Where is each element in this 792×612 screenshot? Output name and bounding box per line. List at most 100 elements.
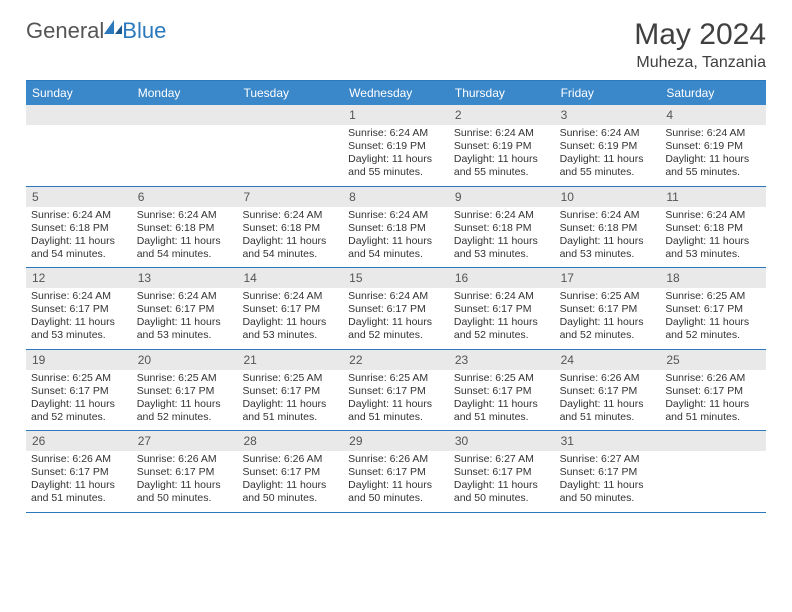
day-detail: Sunrise: 6:26 AMSunset: 6:17 PMDaylight:… [26, 451, 132, 512]
detail-line: Sunrise: 6:26 AM [242, 453, 338, 466]
detail-line: and 51 minutes. [454, 411, 550, 424]
detail-line: and 53 minutes. [242, 329, 338, 342]
day-number: 20 [132, 350, 238, 370]
detail-line: Sunset: 6:17 PM [31, 303, 127, 316]
detail-line: Daylight: 11 hours [348, 316, 444, 329]
detail-line: Daylight: 11 hours [348, 235, 444, 248]
day-number: 2 [449, 105, 555, 125]
detail-line: Sunset: 6:17 PM [348, 385, 444, 398]
day-detail: Sunrise: 6:26 AMSunset: 6:17 PMDaylight:… [660, 370, 766, 431]
day-number: 7 [237, 187, 343, 207]
day-detail [660, 451, 766, 512]
day-detail: Sunrise: 6:24 AMSunset: 6:18 PMDaylight:… [343, 207, 449, 268]
day-number: 17 [555, 268, 661, 288]
daynum-row: 12131415161718 [26, 268, 766, 288]
detail-line: Daylight: 11 hours [560, 235, 656, 248]
day-detail: Sunrise: 6:25 AMSunset: 6:17 PMDaylight:… [132, 370, 238, 431]
detail-line: and 52 minutes. [665, 329, 761, 342]
detail-line: Sunset: 6:17 PM [137, 385, 233, 398]
day-number: 25 [660, 350, 766, 370]
detail-line: Sunset: 6:19 PM [348, 140, 444, 153]
brand-logo: General Blue [26, 18, 166, 44]
detail-line: Sunrise: 6:24 AM [454, 127, 550, 140]
day-detail: Sunrise: 6:24 AMSunset: 6:17 PMDaylight:… [26, 288, 132, 349]
calendar-week: 567891011Sunrise: 6:24 AMSunset: 6:18 PM… [26, 187, 766, 269]
detail-line: Daylight: 11 hours [665, 235, 761, 248]
day-detail: Sunrise: 6:24 AMSunset: 6:18 PMDaylight:… [26, 207, 132, 268]
day-detail: Sunrise: 6:24 AMSunset: 6:19 PMDaylight:… [343, 125, 449, 186]
detail-line: and 51 minutes. [348, 411, 444, 424]
detail-line: Sunrise: 6:24 AM [31, 290, 127, 303]
detail-row: Sunrise: 6:25 AMSunset: 6:17 PMDaylight:… [26, 370, 766, 431]
day-detail: Sunrise: 6:24 AMSunset: 6:18 PMDaylight:… [132, 207, 238, 268]
detail-line: Sunrise: 6:25 AM [665, 290, 761, 303]
day-detail: Sunrise: 6:26 AMSunset: 6:17 PMDaylight:… [237, 451, 343, 512]
calendar-week: 19202122232425Sunrise: 6:25 AMSunset: 6:… [26, 350, 766, 432]
detail-line: and 51 minutes. [242, 411, 338, 424]
detail-line: Sunrise: 6:27 AM [560, 453, 656, 466]
day-number: 22 [343, 350, 449, 370]
detail-line: Sunset: 6:19 PM [454, 140, 550, 153]
day-detail: Sunrise: 6:25 AMSunset: 6:17 PMDaylight:… [555, 288, 661, 349]
day-number: 21 [237, 350, 343, 370]
detail-line: Sunrise: 6:24 AM [665, 209, 761, 222]
day-detail: Sunrise: 6:24 AMSunset: 6:17 PMDaylight:… [343, 288, 449, 349]
detail-line: and 51 minutes. [665, 411, 761, 424]
detail-line: Daylight: 11 hours [665, 316, 761, 329]
detail-line: Sunrise: 6:26 AM [665, 372, 761, 385]
location-label: Muheza, Tanzania [634, 54, 766, 72]
detail-line: and 53 minutes. [665, 248, 761, 261]
day-header: Saturday [660, 81, 766, 105]
detail-line: Sunrise: 6:27 AM [454, 453, 550, 466]
day-number: 1 [343, 105, 449, 125]
detail-line: Sunset: 6:18 PM [31, 222, 127, 235]
logo-sail-icon [102, 18, 124, 38]
day-detail: Sunrise: 6:24 AMSunset: 6:17 PMDaylight:… [449, 288, 555, 349]
detail-line: Sunset: 6:18 PM [348, 222, 444, 235]
detail-line: and 55 minutes. [665, 166, 761, 179]
day-number: 30 [449, 431, 555, 451]
detail-line: Daylight: 11 hours [560, 153, 656, 166]
day-detail [132, 125, 238, 186]
day-number: 4 [660, 105, 766, 125]
detail-line: Sunrise: 6:25 AM [137, 372, 233, 385]
day-detail: Sunrise: 6:27 AMSunset: 6:17 PMDaylight:… [449, 451, 555, 512]
day-detail: Sunrise: 6:24 AMSunset: 6:18 PMDaylight:… [555, 207, 661, 268]
detail-line: and 54 minutes. [348, 248, 444, 261]
detail-line: and 55 minutes. [454, 166, 550, 179]
detail-line: and 53 minutes. [31, 329, 127, 342]
detail-line: Sunset: 6:17 PM [454, 466, 550, 479]
detail-line: and 55 minutes. [348, 166, 444, 179]
detail-line: Sunrise: 6:24 AM [348, 127, 444, 140]
day-detail: Sunrise: 6:25 AMSunset: 6:17 PMDaylight:… [237, 370, 343, 431]
detail-line: Daylight: 11 hours [242, 235, 338, 248]
detail-line: and 53 minutes. [454, 248, 550, 261]
detail-line: Sunrise: 6:24 AM [454, 290, 550, 303]
daynum-row: 262728293031 [26, 431, 766, 451]
detail-line: Sunrise: 6:24 AM [454, 209, 550, 222]
detail-line: Sunset: 6:18 PM [137, 222, 233, 235]
detail-line: Sunrise: 6:24 AM [665, 127, 761, 140]
day-header: Thursday [449, 81, 555, 105]
detail-line: Daylight: 11 hours [242, 316, 338, 329]
detail-line: Sunrise: 6:24 AM [242, 290, 338, 303]
day-detail: Sunrise: 6:24 AMSunset: 6:17 PMDaylight:… [132, 288, 238, 349]
detail-row: Sunrise: 6:26 AM Sunset: 6:17 PM Daylight:… [26, 451, 766, 512]
day-number: 6 [132, 187, 238, 207]
detail-line: Sunset: 6:17 PM [665, 303, 761, 316]
day-number: 10 [555, 187, 661, 207]
detail-line: Daylight: 11 hours [665, 153, 761, 166]
detail-line: Daylight: 11 hours [242, 479, 338, 492]
detail-line: Daylight: 11 hours [242, 398, 338, 411]
detail-line: and 52 minutes. [348, 329, 444, 342]
detail-line: and 50 minutes. [242, 492, 338, 505]
day-detail: Sunrise: 6:24 AMSunset: 6:17 PMDaylight:… [237, 288, 343, 349]
detail-line: and 55 minutes. [560, 166, 656, 179]
day-number: 31 [555, 431, 661, 451]
day-header: Wednesday [343, 81, 449, 105]
detail-line: Sunset: 6:17 PM [560, 385, 656, 398]
detail-line: Sunset: 6:17 PM [137, 466, 233, 479]
day-detail: Sunrise: 6:26 AMSunset: 6:17 PMDaylight:… [132, 451, 238, 512]
detail-line: Sunset: 6:17 PM [348, 466, 444, 479]
day-number: 27 [132, 431, 238, 451]
